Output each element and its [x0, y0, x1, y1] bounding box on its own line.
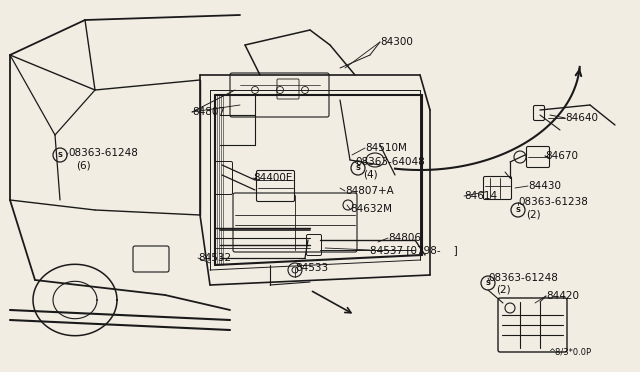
Text: 84670: 84670 [545, 151, 578, 161]
Text: 84640: 84640 [565, 113, 598, 123]
Text: 08363-61248: 08363-61248 [68, 148, 138, 158]
Text: (2): (2) [496, 285, 511, 295]
Text: 84300: 84300 [380, 37, 413, 47]
Text: 84400E: 84400E [253, 173, 292, 183]
Text: (4): (4) [363, 169, 378, 179]
Text: 84420: 84420 [546, 291, 579, 301]
Text: 84533: 84533 [295, 263, 328, 273]
Text: 84510M: 84510M [365, 143, 407, 153]
Text: 84614: 84614 [464, 191, 497, 201]
Text: 08363-61248: 08363-61248 [488, 273, 558, 283]
Text: S: S [515, 207, 520, 213]
Text: (6): (6) [76, 160, 91, 170]
Text: 84806: 84806 [388, 233, 421, 243]
Text: 84532: 84532 [198, 253, 231, 263]
Text: ^8/3*0.0P: ^8/3*0.0P [548, 347, 591, 356]
Text: 08363-64048: 08363-64048 [355, 157, 425, 167]
Text: 84430: 84430 [528, 181, 561, 191]
Text: (2): (2) [526, 209, 541, 219]
Text: 84807: 84807 [192, 107, 225, 117]
Text: 84807+A: 84807+A [345, 186, 394, 196]
Text: S: S [58, 152, 63, 158]
Text: 84537 [0798-    ]: 84537 [0798- ] [370, 245, 458, 255]
Text: S: S [486, 280, 490, 286]
Text: S: S [355, 165, 360, 171]
Text: 08363-61238: 08363-61238 [518, 197, 588, 207]
Text: 84632M: 84632M [350, 204, 392, 214]
